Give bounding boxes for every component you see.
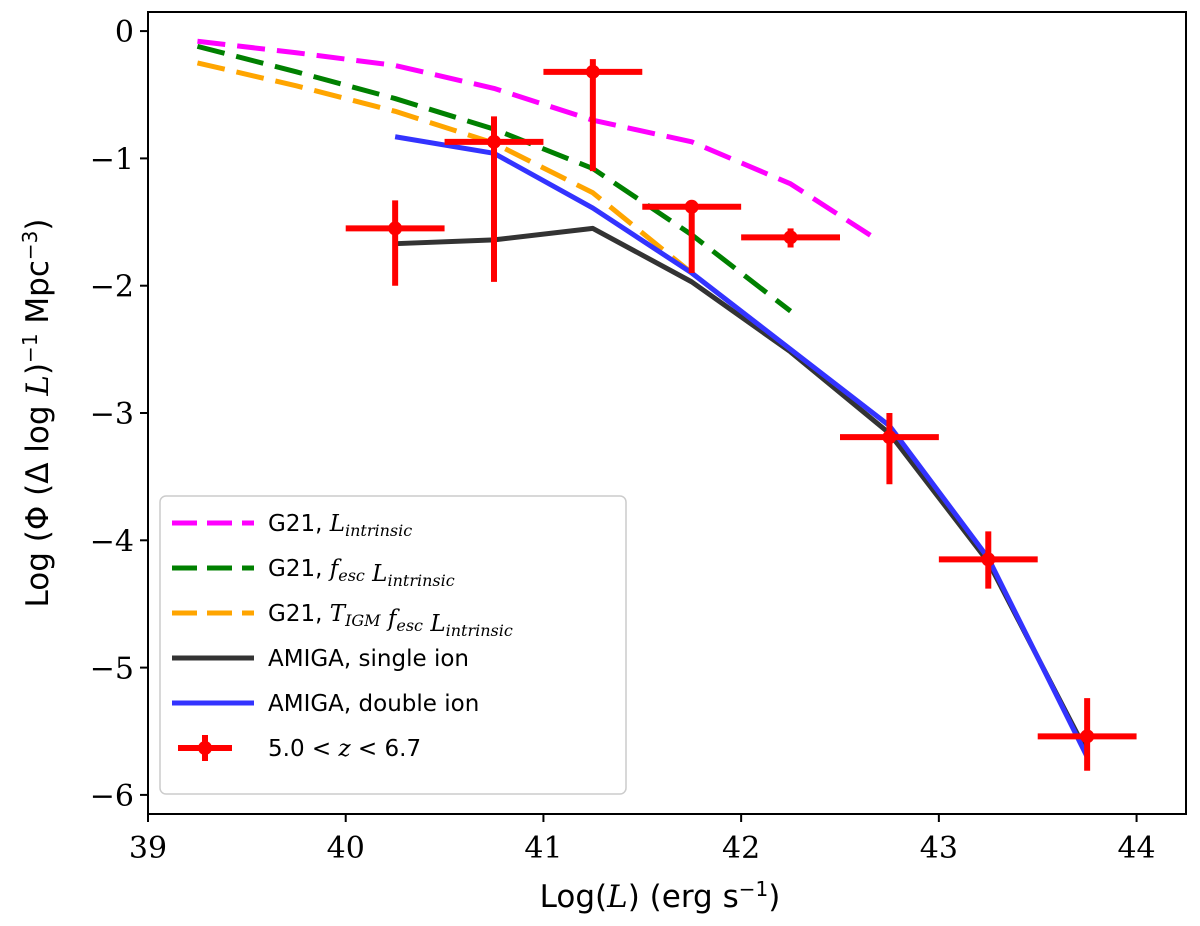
point-marker	[684, 199, 699, 214]
legend-entry-amiga-single-ion: AMIGA, single ion	[172, 646, 469, 672]
series-line-amiga-double-ion	[394, 134, 1090, 758]
legend-label: G21, TIGM fesc Lintrinsic	[268, 601, 513, 640]
x-tick-label-41: 41	[524, 831, 562, 866]
point-marker	[388, 221, 403, 236]
point-marker	[981, 552, 996, 567]
x-tick-label-44: 44	[1117, 831, 1155, 866]
y-tick-label-2: −2	[90, 270, 134, 305]
series-line-amiga-single-ion	[395, 225, 1090, 755]
y-axis-title: Log (Φ (Δ log L)−1 Mpc−3)	[18, 219, 56, 608]
x-axis-title: Log(L) (erg s−1)	[540, 877, 781, 915]
data-point	[741, 228, 840, 248]
y-tick-label-6: −6	[90, 779, 134, 814]
legend-swatch-marker	[198, 741, 212, 755]
legend-entry-g21-l-intrinsic: G21, Lintrinsic	[172, 511, 412, 540]
data-point	[642, 199, 742, 273]
legend-label: G21, Lintrinsic	[268, 511, 412, 540]
legend-box	[159, 495, 627, 795]
y-tick-label-3: −3	[90, 397, 134, 432]
data-point	[840, 413, 939, 485]
data-point	[444, 116, 544, 282]
x-tick-label-40: 40	[327, 831, 365, 866]
legend-entry-g21-f-esc-l-intrinsic: G21, fesc Lintrinsic	[172, 556, 455, 590]
legend-entry-amiga-double-ion: AMIGA, double ion	[172, 691, 479, 717]
y-tick-label-4: −4	[90, 524, 134, 559]
data-point	[543, 59, 643, 172]
point-marker	[585, 64, 600, 79]
legend-entry-g21-t-igm-f-esc-l-intrinsic: G21, TIGM fesc Lintrinsic	[172, 601, 513, 640]
data-point	[1037, 698, 1137, 771]
x-tick-label-42: 42	[722, 831, 760, 866]
x-tick-label-39: 39	[129, 831, 167, 866]
legend-label: 5.0 < z < 6.7	[268, 736, 421, 762]
legend-label: G21, fesc Lintrinsic	[268, 556, 455, 590]
legend-label: AMIGA, double ion	[268, 691, 479, 717]
y-tick-label-0: 0	[115, 15, 134, 50]
axes: 39 40 41 42 43 44 0 −1 −2 −3 −4 −5 −6	[90, 15, 1156, 866]
point-marker	[487, 134, 501, 149]
point-marker	[783, 230, 798, 245]
plot-area	[196, 38, 1137, 771]
legend-entry-5-0-z-6-7: 5.0 < z < 6.7	[178, 735, 421, 762]
legend-label: AMIGA, single ion	[268, 646, 469, 672]
x-tick-label-43: 43	[920, 831, 958, 866]
series-line-g21-t-igm-f-esc-l-intrinsic	[196, 60, 694, 275]
y-tick-label-5: −5	[90, 652, 134, 687]
data-point	[345, 200, 445, 286]
point-marker	[882, 430, 897, 445]
point-marker	[1080, 729, 1095, 744]
data-point	[938, 531, 1038, 589]
y-tick-label-1: −1	[90, 142, 134, 177]
legend: G21, Lintrinsic G21, fesc Lintrinsic G21, …	[159, 495, 627, 795]
